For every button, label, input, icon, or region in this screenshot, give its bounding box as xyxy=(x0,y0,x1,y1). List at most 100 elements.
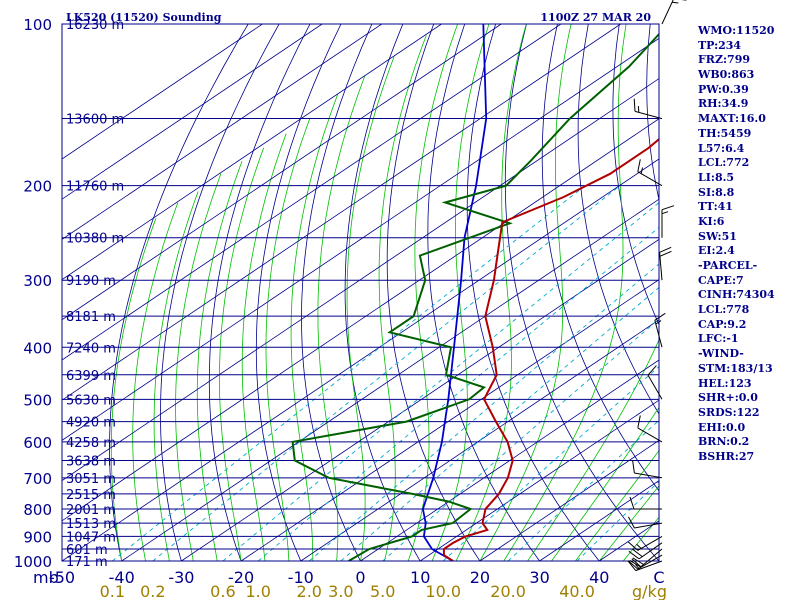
wind-barb-shaft xyxy=(633,98,663,120)
height-label: 8181 m xyxy=(66,310,116,325)
wind-barb xyxy=(632,460,663,479)
index-item: TH:5459 xyxy=(698,126,752,140)
moist-adiabat-line xyxy=(219,147,265,561)
x-unit-label: mb xyxy=(33,568,59,587)
pressure-label: 900 xyxy=(23,528,52,546)
isotherm-line xyxy=(121,198,659,561)
wind-barb xyxy=(654,312,666,348)
index-item: SW:51 xyxy=(698,229,737,243)
index-item: LI:8.5 xyxy=(698,170,735,184)
index-item: BSHR:27 xyxy=(698,449,755,463)
moist-adiabat-line xyxy=(175,173,222,561)
mixing-ratio-label: 1.0 xyxy=(246,582,271,600)
moist-adiabat-line xyxy=(196,160,243,561)
stability-indices: WMO:11520 TP:234 FRZ:799 WB0:863 PW:0.39 RH:3… xyxy=(698,24,775,465)
wind-barb xyxy=(647,365,663,400)
temperature-tick-label: 40 xyxy=(589,568,609,587)
pressure-label: 500 xyxy=(23,391,52,409)
mixing-ratio-label: 5.0 xyxy=(370,582,395,600)
wind-barb xyxy=(661,205,675,238)
isotherm-line xyxy=(240,279,659,561)
isotherm-line xyxy=(360,359,659,561)
index-item: TP:234 xyxy=(698,38,742,52)
height-label: 4920 m xyxy=(66,416,116,431)
index-item: HEL:123 xyxy=(698,376,752,390)
index-item: BRN:0.2 xyxy=(698,435,750,449)
index-item: FRZ:799 xyxy=(698,53,751,67)
height-label: 10380 m xyxy=(66,232,124,247)
wind-barb xyxy=(627,535,663,551)
height-label: 13600 m xyxy=(66,113,124,128)
wind-barb-shaft xyxy=(627,516,663,529)
moist-adiabat-line xyxy=(153,191,199,561)
wind-barb xyxy=(629,496,662,510)
height-label: 6399 m xyxy=(66,369,116,384)
chart-grid xyxy=(62,24,800,561)
mixing-ratio-line xyxy=(309,263,659,561)
plot-frame xyxy=(61,23,660,562)
index-item: CINH:74304 xyxy=(698,288,775,302)
dewpoint-profile-line xyxy=(291,32,659,561)
isotherm-line xyxy=(62,118,659,522)
isotherm-line xyxy=(62,24,263,160)
dry-adiabat-line xyxy=(344,24,421,561)
wind-barb-shaft xyxy=(632,460,663,479)
pressure-label: 100 xyxy=(23,16,52,34)
index-item: -WIND- xyxy=(698,347,744,361)
wind-barb-shaft xyxy=(637,159,663,187)
index-item: KI:6 xyxy=(698,214,725,228)
isotherm-line xyxy=(62,24,621,401)
mixing-ratio-label: 20.0 xyxy=(490,582,526,600)
isotherm-line xyxy=(62,37,659,441)
index-item: LCL:772 xyxy=(698,156,750,170)
dry-adiabat-line xyxy=(774,24,800,561)
index-item: TT:41 xyxy=(698,200,733,214)
wind-barbs xyxy=(627,0,687,572)
wind-barb xyxy=(628,542,663,560)
index-item: -PARCEL- xyxy=(698,259,758,272)
height-label: 171 m xyxy=(66,555,108,570)
index-item: EI:2.4 xyxy=(698,244,735,258)
wind-barb xyxy=(629,548,663,568)
sounding-time: 1100Z 27 MAR 20 xyxy=(540,11,651,24)
mixing-ratio-line xyxy=(112,185,586,561)
wind-barb xyxy=(633,98,663,120)
mixing-ratio-label: 3.0 xyxy=(328,582,353,600)
index-item: CAP:9.2 xyxy=(698,317,747,331)
moist-adiabat-line xyxy=(317,75,366,561)
pressure-label: 800 xyxy=(23,501,52,519)
index-item: SHR+:0.0 xyxy=(698,391,758,405)
mixing-ratio-label: 0.6 xyxy=(210,582,235,600)
index-item: RH:34.9 xyxy=(698,97,749,111)
pressure-label: 600 xyxy=(23,434,52,452)
chart-profiles xyxy=(291,24,659,561)
index-item: WMO:11520 xyxy=(698,24,775,37)
isotherm-line xyxy=(62,158,659,561)
mixing-ratio-line xyxy=(340,286,659,561)
dry-adiabat-line xyxy=(427,24,540,561)
index-item: SRDS:122 xyxy=(698,405,760,419)
isotherm-line xyxy=(419,399,659,561)
isotherm-line xyxy=(300,319,659,561)
index-item: PW:0.39 xyxy=(698,82,749,96)
wind-barb-shaft xyxy=(629,496,662,510)
moist-adiabat-line xyxy=(265,118,311,561)
wind-barb xyxy=(637,159,663,187)
x-end-label: C xyxy=(653,568,664,587)
isotherm-line xyxy=(62,24,562,361)
height-label: 2515 m xyxy=(66,488,116,503)
temperature-tick-label: 0 xyxy=(355,568,365,587)
dry-adiabat-line xyxy=(109,24,249,561)
height-label: 1513 m xyxy=(66,517,116,532)
mixing-ratio-label: 2.0 xyxy=(297,582,322,600)
isotherm-line xyxy=(62,24,323,200)
dry-adiabat-line xyxy=(504,24,659,561)
mixing-ratio-label: 0.2 xyxy=(140,582,165,600)
index-item: MAXT:16.0 xyxy=(698,112,766,126)
temperature-tick-label: -10 xyxy=(288,568,314,587)
wind-barb-shaft xyxy=(647,365,663,400)
height-label: 601 m xyxy=(66,543,108,558)
moist-adiabat-line xyxy=(346,56,395,561)
height-label: 7240 m xyxy=(66,341,116,356)
